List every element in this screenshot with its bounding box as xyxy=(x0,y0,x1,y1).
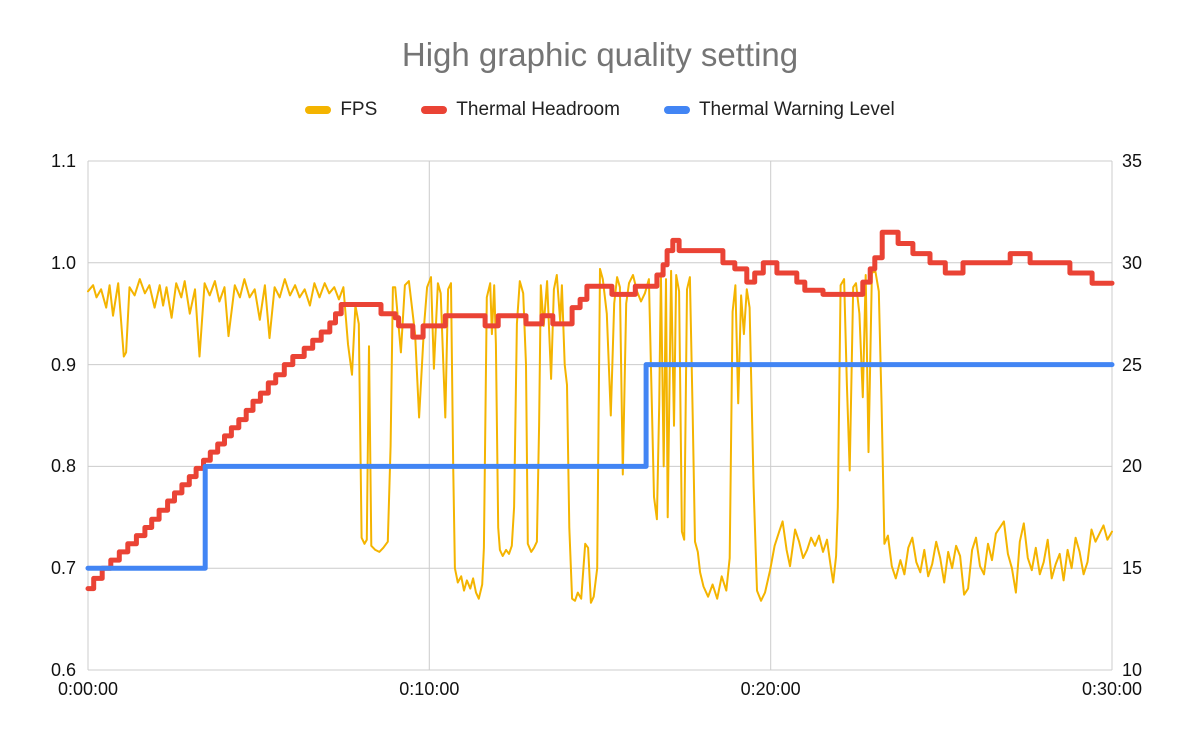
x-axis-tick-label: 0:00:00 xyxy=(57,679,119,699)
legend-item-thermal-headroom: Thermal Headroom xyxy=(421,99,620,121)
y-axis-right-tick-label: 25 xyxy=(1122,354,1143,375)
y-axis-right-tick-label: 35 xyxy=(1122,151,1143,171)
legend-label-fps: FPS xyxy=(340,99,378,120)
fps-line xyxy=(87,267,1113,604)
x-axis-tick-label: 0:10:00 xyxy=(399,679,460,699)
y-axis-left-tick-label: 1.0 xyxy=(50,252,76,273)
legend-swatch-thermal-headroom-icon xyxy=(421,106,448,114)
legend-item-thermal-warning: Thermal Warning Level xyxy=(663,99,895,121)
y-axis-left-tick-label: 0.9 xyxy=(50,354,76,375)
x-axis-tick-label: 0:20:00 xyxy=(740,679,801,699)
chart-title: High graphic quality setting xyxy=(401,36,799,73)
y-axis-right-tick-label: 30 xyxy=(1122,252,1143,273)
legend-swatch-fps-icon xyxy=(305,106,332,114)
legend-label-thermal-headroom: Thermal Headroom xyxy=(456,99,620,120)
y-axis-right-tick-label: 15 xyxy=(1122,558,1143,579)
y-axis-left-tick-label: 1.1 xyxy=(50,151,76,171)
thermal-headroom-line xyxy=(85,229,1115,592)
y-axis-left-tick-label: 0.8 xyxy=(50,456,76,477)
thermal-warning-line xyxy=(85,362,1115,571)
y-axis-right-tick-label: 20 xyxy=(1122,456,1143,477)
legend-swatch-thermal-warning-icon xyxy=(663,106,690,114)
legend: FPS Thermal Headroom Thermal Warning Lev… xyxy=(0,99,1200,121)
legend-label-thermal-warning: Thermal Warning Level xyxy=(698,99,895,120)
legend-item-fps: FPS xyxy=(305,99,377,121)
plot-area xyxy=(85,160,1115,671)
y-axis-left-tick-label: 0.7 xyxy=(50,558,76,579)
y-axis-right-tick-label: 10 xyxy=(1122,660,1143,680)
x-axis-tick-label: 0:30:00 xyxy=(1081,679,1143,699)
y-axis-left-tick-label: 0.6 xyxy=(50,660,76,680)
